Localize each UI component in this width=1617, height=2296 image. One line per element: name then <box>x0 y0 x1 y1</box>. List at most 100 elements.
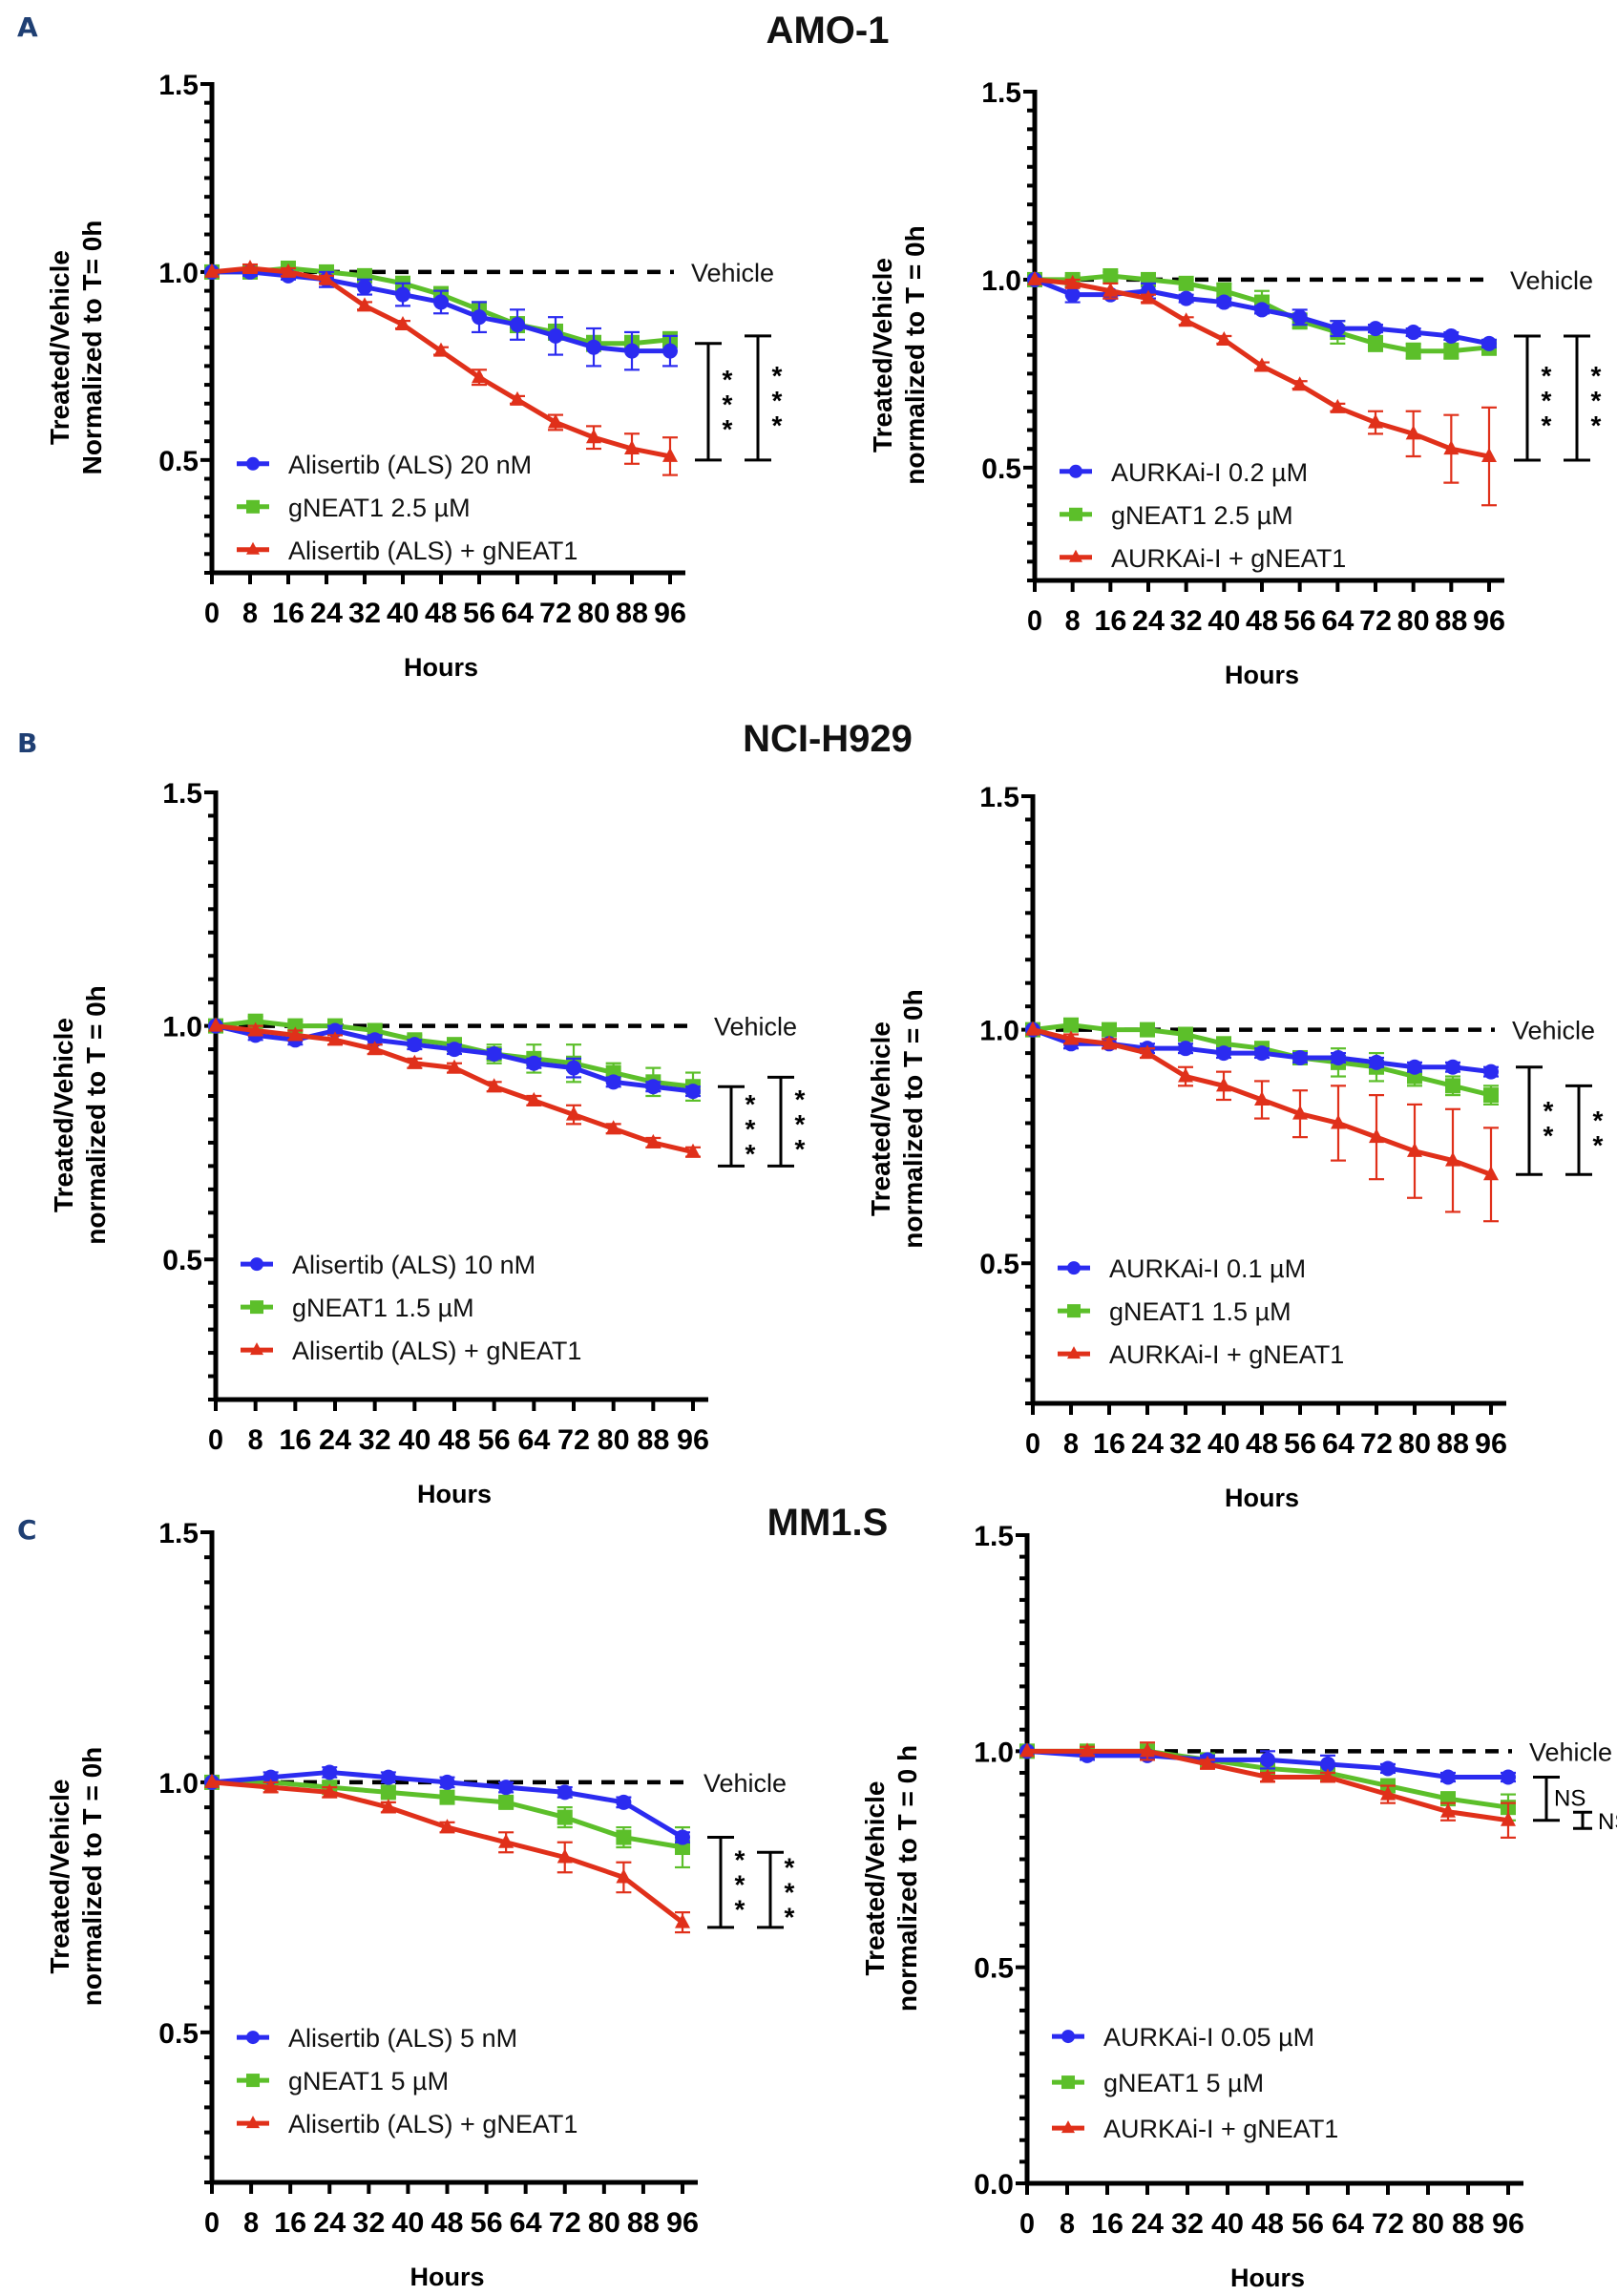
y-tick-label: 0.5 <box>158 2018 199 2050</box>
legend-marker-red <box>1061 2120 1075 2134</box>
data-point-red <box>605 1120 621 1135</box>
data-point-blue <box>1320 1756 1335 1772</box>
legend-marker-green <box>246 2074 260 2088</box>
data-point-blue <box>433 294 449 310</box>
data-point-red <box>1501 1811 1516 1826</box>
data-point-red <box>486 1078 502 1093</box>
significance-asterisk: * <box>795 1085 806 1114</box>
significance-label: * * <box>1593 1106 1604 1160</box>
significance-asterisk: * <box>735 1895 746 1925</box>
legend-marker-green <box>1061 2075 1075 2090</box>
significance-asterisk: * <box>1591 361 1602 390</box>
y-tick-label: 0.0 <box>974 2169 1014 2201</box>
data-point-red <box>204 1773 220 1788</box>
data-point-red <box>616 1868 632 1884</box>
data-point-green <box>1178 1026 1193 1043</box>
data-point-red <box>1330 398 1346 413</box>
data-point-red <box>439 1819 455 1834</box>
data-point-red <box>556 1848 573 1864</box>
x-tick-label: 0 <box>204 598 220 629</box>
x-tick-label: 56 <box>1284 1428 1316 1460</box>
data-point-red <box>281 263 296 278</box>
x-tick-label: 96 <box>654 598 686 629</box>
data-point-blue <box>1369 1054 1384 1070</box>
x-tick-label: 16 <box>274 2207 306 2239</box>
data-point-red <box>242 259 258 274</box>
legend-label: Alisertib (ALS) 10 nM <box>292 1251 536 1279</box>
data-point-red <box>675 1913 690 1928</box>
legend-marker-blue <box>246 456 260 471</box>
x-tick-label: 96 <box>1492 2208 1524 2240</box>
data-point-blue <box>1260 1752 1275 1768</box>
data-point-blue <box>526 1055 542 1071</box>
legend-label: AURKAi-I + gNEAT1 <box>1111 544 1346 573</box>
data-point-red <box>1140 1044 1155 1060</box>
significance-asterisk: * <box>746 1114 756 1144</box>
data-point-blue <box>395 286 410 303</box>
data-point-green <box>439 1789 455 1805</box>
legend-label: AURKAi-I 0.05 µM <box>1103 2023 1314 2052</box>
data-point-green <box>1216 283 1232 299</box>
data-point-red <box>1405 425 1421 440</box>
data-point-red <box>433 342 449 357</box>
x-axis-label: Hours <box>410 2263 484 2291</box>
data-point-green <box>1102 1022 1117 1038</box>
x-axis-label: Hours <box>417 1480 492 1508</box>
y-tick-label: 1.0 <box>162 1012 202 1043</box>
y-axis-label: normalized to T = 0 h <box>892 1745 922 2012</box>
x-tick-label: 56 <box>1284 605 1316 637</box>
data-point-red <box>287 1026 304 1042</box>
data-point-red <box>1141 289 1156 305</box>
data-point-blue <box>1178 290 1194 306</box>
data-point-green <box>1405 343 1421 359</box>
data-point-red <box>319 270 334 285</box>
data-point-red <box>1080 1742 1095 1758</box>
significance-asterisk: * <box>1544 1121 1554 1150</box>
data-point-blue <box>447 1042 462 1058</box>
panel-letter-a: A <box>17 11 38 43</box>
x-axis-label: Hours <box>404 653 478 682</box>
x-tick-label: 16 <box>1093 1428 1125 1460</box>
significance-asterisk: * <box>1591 386 1602 415</box>
legend-label: gNEAT1 1.5 µM <box>1109 1297 1292 1326</box>
data-point-blue <box>1445 1059 1460 1075</box>
legend-marker-green <box>1069 507 1082 521</box>
data-point-blue <box>1178 1041 1193 1057</box>
legend-label: Alisertib (ALS) 20 nM <box>288 451 532 479</box>
legend-label: gNEAT1 1.5 µM <box>292 1294 474 1322</box>
data-point-red <box>407 1054 423 1069</box>
x-tick-label: 8 <box>242 598 258 629</box>
data-point-red <box>1369 1128 1384 1144</box>
data-point-blue <box>1216 294 1232 310</box>
vehicle-label: Vehicle <box>1512 1017 1595 1045</box>
data-point-red <box>1254 1091 1270 1106</box>
data-point-blue <box>605 1074 621 1090</box>
significance-asterisk: * <box>735 1845 746 1875</box>
x-tick-label: 40 <box>398 1424 430 1456</box>
data-point-red <box>395 316 410 331</box>
data-point-red <box>357 297 372 312</box>
x-tick-label: 80 <box>598 1424 630 1456</box>
x-tick-label: 32 <box>1169 1428 1202 1460</box>
data-point-blue <box>1064 286 1081 303</box>
y-axis-label: normalized to T = 0h <box>77 1747 107 2006</box>
x-tick-label: 32 <box>348 598 381 629</box>
chart-amo1-aurkai: 0.5 1.0 1.5 0 8 16 24 32 40 48 56 64 72 80 88 96 Hours Tr… <box>868 77 1602 689</box>
data-point-red <box>262 1779 279 1794</box>
x-tick-label: 24 <box>1132 605 1165 637</box>
data-point-red <box>566 1106 581 1121</box>
data-point-blue <box>498 1780 514 1796</box>
x-tick-label: 80 <box>1398 1428 1431 1460</box>
significance-asterisk: * <box>785 1903 795 1932</box>
x-tick-label: 88 <box>1452 2208 1484 2240</box>
data-point-red <box>1292 376 1308 391</box>
data-point-blue <box>1331 1049 1346 1065</box>
significance-label: NS <box>1554 1785 1586 1811</box>
x-tick-label: 16 <box>1091 2208 1124 2240</box>
data-point-blue <box>1380 1760 1396 1777</box>
significance-asterisk: * <box>772 386 783 415</box>
x-tick-label: 96 <box>666 2207 699 2239</box>
x-tick-label: 16 <box>1094 605 1126 637</box>
y-axis-label: Treated/Vehicle <box>866 1022 895 1216</box>
x-tick-label: 8 <box>248 1424 263 1456</box>
